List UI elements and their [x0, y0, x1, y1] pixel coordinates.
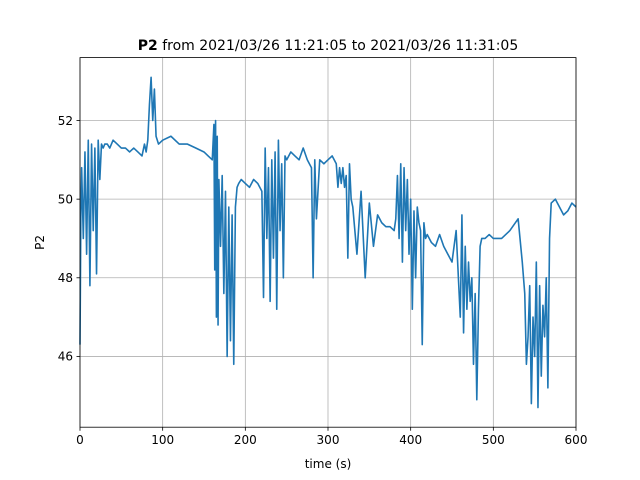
- y-axis-label: P2: [33, 235, 47, 250]
- x-axis: 0 100 200 300 400 500 600: [76, 427, 587, 447]
- plot-area: [79, 76, 577, 409]
- chart-title-bold: P2: [138, 38, 158, 54]
- x-axis-label: time (s): [305, 457, 352, 471]
- chart-title-rest: from 2021/03/26 11:21:05 to 2021/03/26 1…: [158, 38, 518, 54]
- y-tick-label: 48: [58, 271, 73, 285]
- y-axis: 46 48 50 52: [58, 114, 80, 364]
- x-tick-label: 500: [482, 433, 505, 447]
- x-tick-label: 600: [565, 433, 588, 447]
- x-tick-label: 400: [399, 433, 422, 447]
- x-tick-label: 0: [76, 433, 84, 447]
- x-tick-label: 300: [317, 433, 340, 447]
- y-tick-label: 52: [58, 114, 73, 128]
- y-tick-label: 50: [58, 192, 73, 206]
- x-tick-label: 200: [234, 433, 257, 447]
- y-tick-label: 46: [58, 350, 73, 364]
- series-line: [79, 76, 577, 409]
- chart-title: P2 from 2021/03/26 11:21:05 to 2021/03/2…: [138, 38, 519, 54]
- x-tick-label: 100: [151, 433, 174, 447]
- grid-lines: [79, 57, 577, 428]
